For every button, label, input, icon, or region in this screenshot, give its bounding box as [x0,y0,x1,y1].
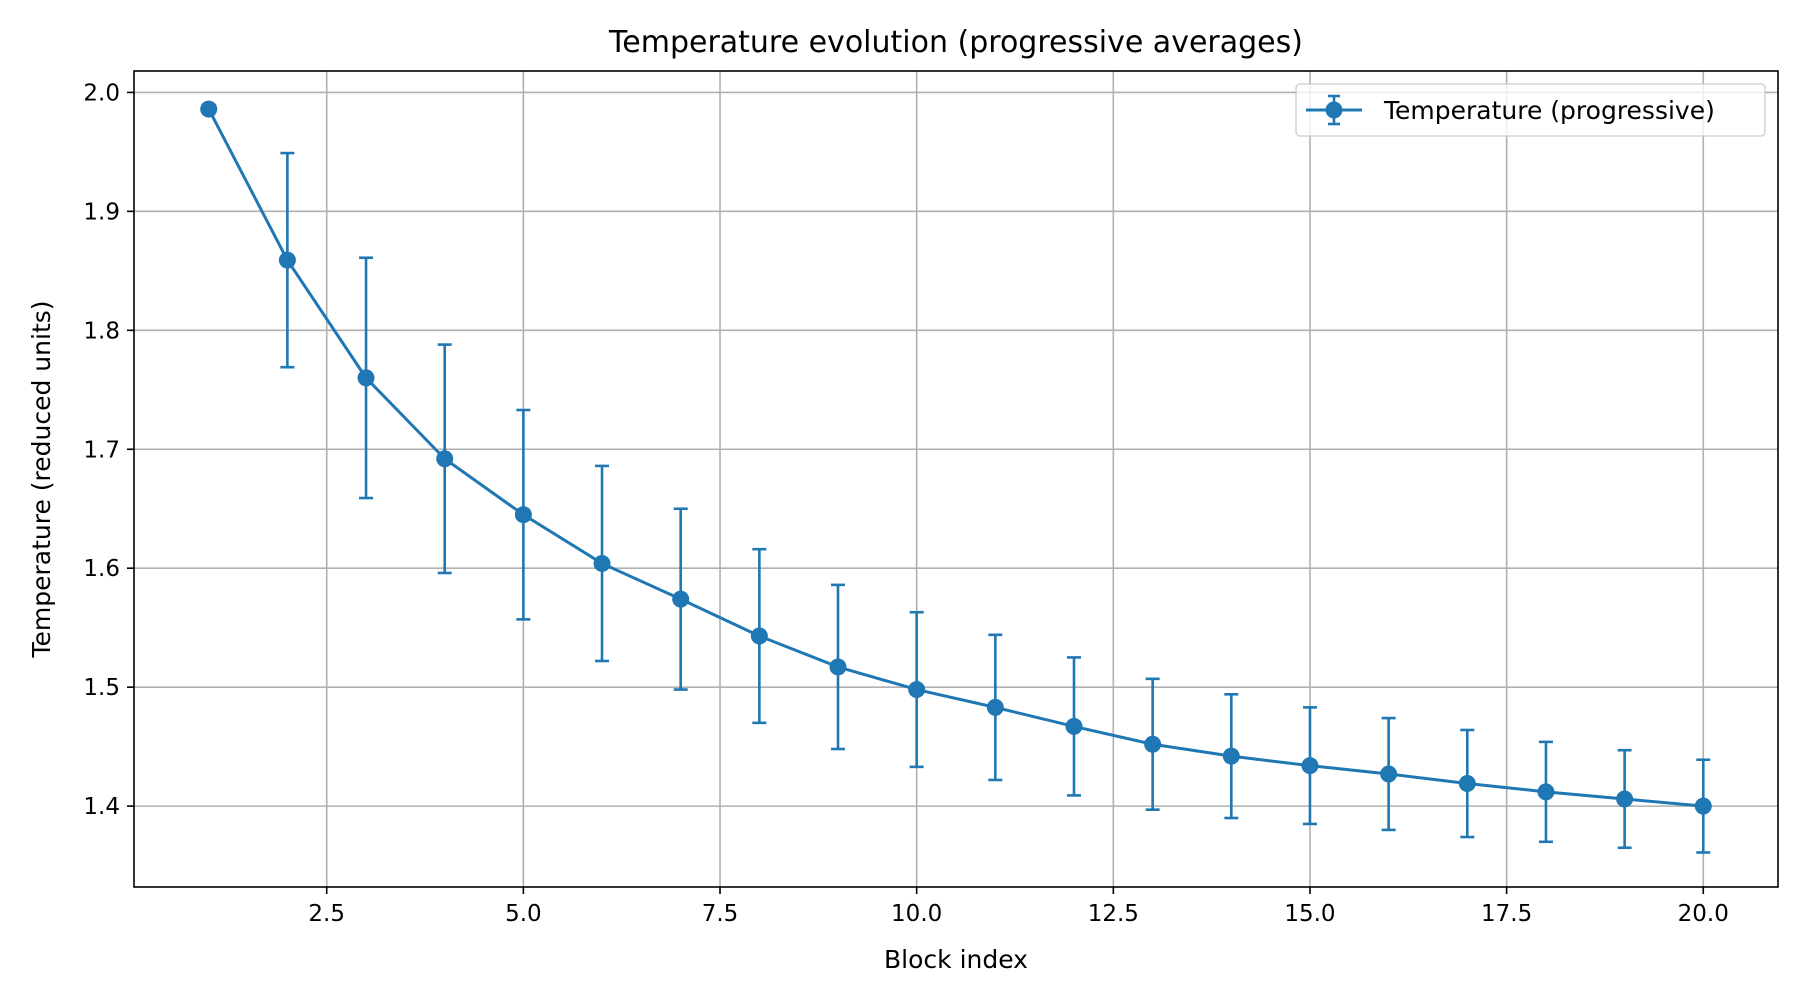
data-point [514,506,532,524]
data-point [1065,717,1083,735]
x-axis-label: Block index [884,945,1028,974]
legend-label-temperature: Temperature (progressive) [1383,96,1715,125]
y-tick-label: 1.5 [83,675,120,701]
y-axis-label: Temperature (reduced units) [27,300,56,658]
data-point [829,658,847,676]
axis-ticks: 2.5 5.0 7.5 10.0 12.5 15.0 17.5 20.0 1.4 1.5 1.6 1.… [83,80,1728,927]
y-tick-label: 1.8 [83,318,120,344]
data-point [750,627,768,645]
x-tick-label: 20.0 [1678,901,1729,927]
data-point [1301,757,1319,775]
data-point [1537,783,1555,801]
legend-box [1295,83,1766,137]
legend: Temperature (progressive) [1295,83,1766,137]
y-tick-label: 1.7 [83,437,120,463]
plot-frame [133,70,1779,888]
x-tick-label: 17.5 [1481,901,1532,927]
data-point [1144,735,1162,753]
data-point [1458,775,1476,793]
data-point [1616,790,1634,808]
data-point [1380,765,1398,783]
chart-title: Temperature evolution (progressive avera… [608,25,1303,60]
data-point [672,590,690,608]
data-point [357,369,375,387]
series-line-temperature [207,108,1704,808]
data-point [1694,797,1712,815]
x-tick-label: 10.0 [891,901,942,927]
x-tick-label: 12.5 [1088,901,1139,927]
data-point [436,450,454,468]
data-point [593,554,611,572]
x-tick-label: 7.5 [702,901,739,927]
y-tick-label: 1.9 [83,199,120,225]
y-tick-label: 1.4 [83,794,120,820]
x-tick-label: 15.0 [1284,901,1335,927]
x-tick-label: 2.5 [308,901,345,927]
y-tick-label: 2.0 [83,80,120,106]
data-point [200,100,218,118]
series-layer [200,100,1712,854]
data-point [1222,747,1240,765]
y-tick-label: 1.6 [83,556,120,582]
legend-swatch-temperature [1306,94,1362,126]
x-tick-label: 5.0 [505,901,542,927]
legend-swatch-marker [1325,101,1343,119]
data-point [908,681,926,699]
grid [134,71,1778,887]
data-point [986,698,1004,716]
data-point [278,251,296,269]
